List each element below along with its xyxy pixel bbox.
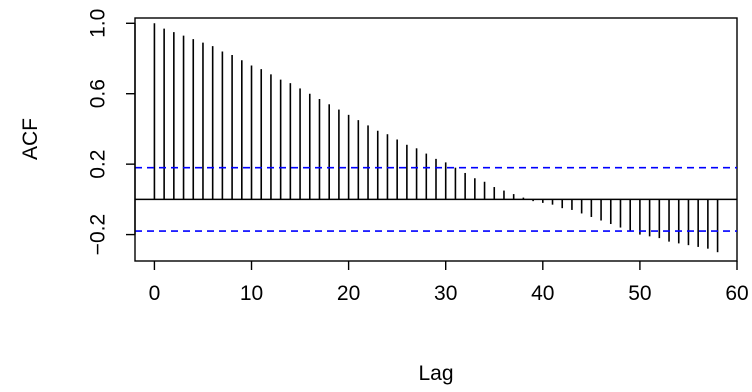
- x-tick-label-30: 30: [434, 282, 457, 305]
- x-tick-label-10: 10: [240, 282, 263, 305]
- x-tick-label-20: 20: [337, 282, 360, 305]
- x-axis-title: Lag: [418, 362, 453, 385]
- acf-bars: [153, 23, 719, 253]
- y-tick-label-0: −0.2: [86, 214, 109, 255]
- x-tick-label-50: 50: [628, 282, 651, 305]
- x-axis: 0 10 20 30 40 50 60: [149, 261, 749, 305]
- x-tick-label-0: 0: [149, 282, 161, 305]
- y-tick-label-3: 1.0: [86, 9, 109, 38]
- plot-frame: [134, 17, 738, 262]
- y-axis-title: ACF: [19, 118, 42, 160]
- x-tick-label-40: 40: [531, 282, 554, 305]
- y-axis: −0.2 0.2 0.6 1.0: [86, 9, 136, 255]
- reference-lines: [135, 166, 737, 232]
- y-tick-label-1: 0.2: [86, 150, 109, 179]
- x-tick-label-60: 60: [725, 282, 748, 305]
- y-tick-label-2: 0.6: [86, 79, 109, 108]
